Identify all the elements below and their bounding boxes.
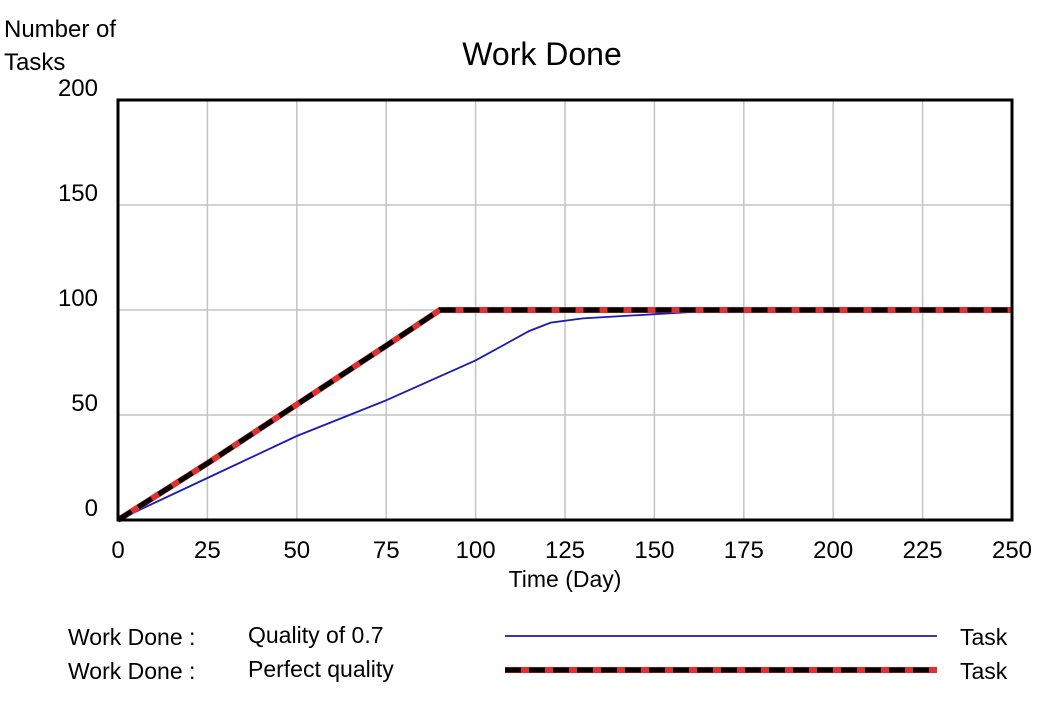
y-axis-label-line-2: Tasks xyxy=(4,49,65,76)
x-tick-label: 50 xyxy=(283,537,310,564)
plot-series xyxy=(116,307,1013,523)
y-tick-label: 150 xyxy=(58,180,98,207)
legend-unit-2: Task xyxy=(960,658,1008,684)
series-1-line xyxy=(117,310,1013,521)
legend-name-1: Quality of 0.7 xyxy=(248,622,384,648)
y-tick-label: 0 xyxy=(85,495,98,522)
x-tick-label: 75 xyxy=(373,537,400,564)
y-axis-label-line-1: Number of xyxy=(4,16,116,43)
plot-frame xyxy=(116,98,1014,522)
y-tick-labels: 0 50 100 150 200 xyxy=(58,75,98,522)
legend-variable-1: Work Done : xyxy=(68,624,195,650)
x-tick-label: 25 xyxy=(194,537,221,564)
x-tick-label: 250 xyxy=(992,537,1032,564)
x-tick-label: 200 xyxy=(813,537,853,564)
x-tick-label: 225 xyxy=(903,537,943,564)
legend-name-2: Perfect quality xyxy=(248,656,394,682)
legend-unit-1: Task xyxy=(960,624,1008,650)
y-tick-label: 200 xyxy=(58,75,98,102)
chart-title: Work Done xyxy=(462,36,621,72)
series-2-line xyxy=(116,307,1012,523)
x-tick-labels: 0 25 50 75 100 125 150 175 200 225 250 xyxy=(111,537,1032,564)
y-tick-label: 50 xyxy=(71,390,98,417)
x-tick-label: 150 xyxy=(634,537,674,564)
x-tick-label: 100 xyxy=(456,537,496,564)
legend-variable-2: Work Done : xyxy=(68,658,195,684)
x-tick-label: 125 xyxy=(545,537,585,564)
x-tick-label: 0 xyxy=(111,537,124,564)
x-axis-label: Time (Day) xyxy=(509,566,622,592)
legend: Work Done : Quality of 0.7 Task Work Don… xyxy=(68,622,1008,684)
x-tick-label: 175 xyxy=(724,537,764,564)
y-tick-label: 100 xyxy=(58,285,98,312)
